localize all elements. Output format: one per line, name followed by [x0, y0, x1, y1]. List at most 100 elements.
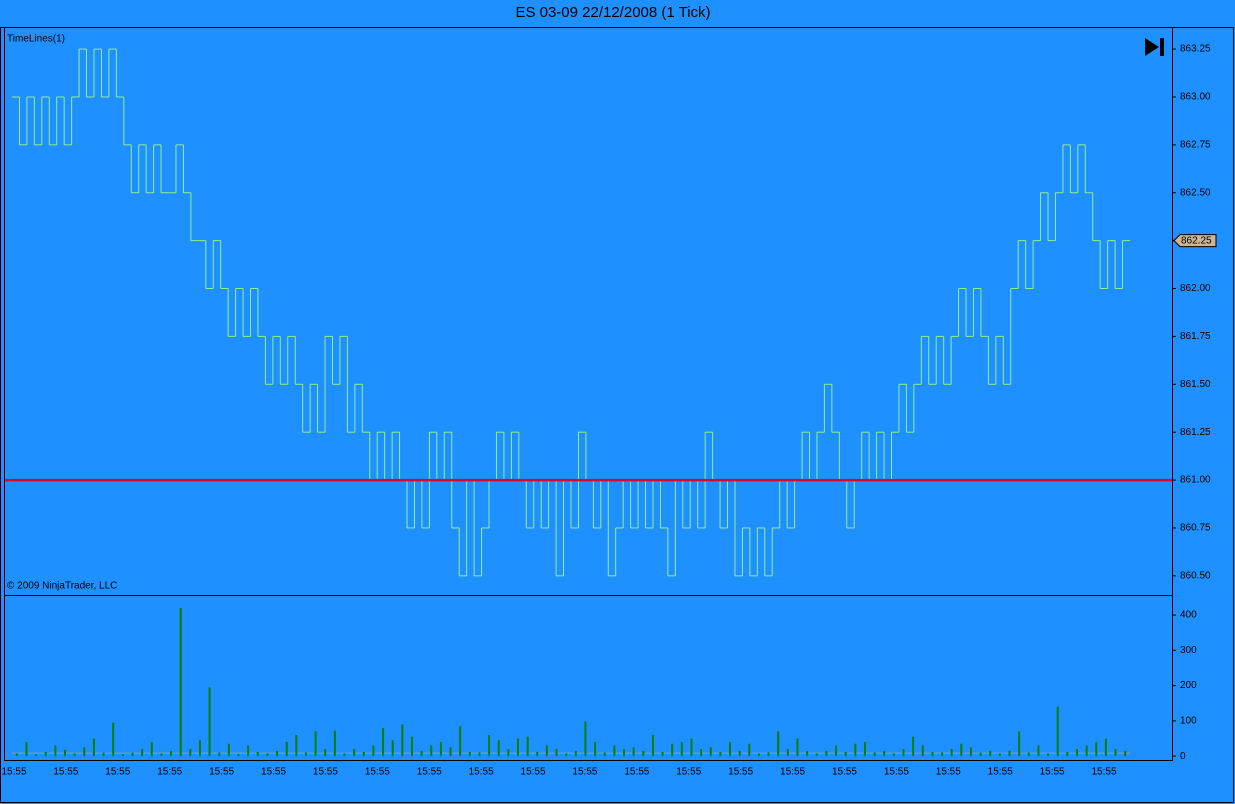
volume-bar	[613, 745, 616, 757]
volume-bar	[1085, 745, 1088, 757]
y-tick-label: 862.50	[1180, 187, 1211, 198]
volume-bar	[468, 751, 471, 757]
volume-bar	[941, 752, 944, 757]
volume-bar	[998, 753, 1001, 757]
volume-bar	[362, 751, 365, 757]
x-tick-label: 15:55	[261, 767, 286, 778]
play-icon[interactable]	[1145, 38, 1159, 56]
volume-bar	[382, 727, 385, 757]
y-tick-label: 861.00	[1180, 475, 1211, 486]
volume-bar	[574, 750, 577, 757]
volume-bar	[449, 747, 452, 757]
volume-bar	[777, 731, 780, 757]
volume-bar	[227, 743, 230, 757]
volume-bar	[671, 743, 674, 757]
y-tick-label: 863.00	[1180, 92, 1211, 103]
chart-title: ES 03-09 22/12/2008 (1 Tick)	[515, 4, 710, 21]
volume-bar	[584, 721, 587, 757]
volume-bar	[536, 751, 539, 757]
volume-bar	[989, 750, 992, 757]
volume-bar	[815, 753, 818, 757]
volume-bar	[921, 745, 924, 757]
last-price-label: 862.25	[1181, 235, 1212, 246]
volume-bar	[121, 754, 124, 757]
volume-bar	[150, 742, 153, 757]
volume-bar	[825, 750, 828, 757]
volume-bar	[979, 752, 982, 757]
last-price-marker	[1173, 234, 1217, 248]
volume-bar	[343, 753, 346, 757]
x-tick-label: 15:55	[105, 767, 130, 778]
x-tick-label: 15:55	[157, 767, 182, 778]
volume-bar	[410, 736, 413, 757]
volume-bar	[285, 742, 288, 757]
volume-bar	[603, 752, 606, 757]
volume-bar	[1056, 706, 1059, 757]
y-tick-label: 861.50	[1180, 379, 1211, 390]
volume-bar	[1037, 745, 1040, 757]
volume-bar	[131, 752, 134, 757]
x-tick-label: 15:55	[988, 767, 1013, 778]
volume-bar	[295, 734, 298, 757]
volume-bar	[844, 751, 847, 757]
volume-bar	[1095, 742, 1098, 757]
volume-bar	[256, 751, 259, 757]
volume-bar	[632, 747, 635, 757]
volume-bar	[64, 749, 67, 757]
volume-bar	[883, 750, 886, 757]
y-tick-label: 100	[1180, 715, 1197, 726]
volume-bar	[439, 742, 442, 757]
x-tick-label: 15:55	[365, 767, 390, 778]
copyright: © 2009 NinjaTrader, LLC	[7, 581, 117, 592]
x-tick-label: 15:55	[1, 767, 26, 778]
volume-bar	[623, 749, 626, 757]
frame	[0, 27, 1234, 803]
volume-bar	[594, 742, 597, 757]
volume-bar	[488, 734, 491, 757]
volume-bar	[391, 740, 394, 757]
y-tick-label: 0	[1180, 751, 1186, 762]
volume-bar	[73, 753, 76, 757]
volume-bar	[1027, 752, 1030, 757]
volume-bar	[931, 751, 934, 757]
x-tick-label: 15:55	[313, 767, 338, 778]
volume-bar	[1066, 751, 1069, 757]
volume-bar	[218, 752, 221, 757]
volume-bar	[767, 752, 770, 757]
volume-bar	[324, 749, 327, 757]
volume-bar	[565, 753, 568, 757]
volume-bar	[969, 747, 972, 757]
volume-bar	[738, 750, 741, 757]
x-tick-label: 15:55	[1040, 767, 1065, 778]
x-tick-label: 15:55	[676, 767, 701, 778]
x-tick-label: 15:55	[936, 767, 961, 778]
volume-bar	[35, 754, 38, 757]
x-tick-label: 15:55	[209, 767, 234, 778]
volume-bar	[160, 753, 163, 757]
volume-bar	[372, 745, 375, 757]
scroll-end-button[interactable]	[1145, 38, 1164, 56]
volume-bar	[1047, 753, 1050, 757]
volume-bar	[835, 745, 838, 757]
price-connector	[18, 49, 1124, 576]
volume-bar	[333, 730, 336, 757]
volume-bar	[960, 743, 963, 757]
volume-bar	[892, 753, 895, 757]
volume-bar	[680, 742, 683, 757]
volume-bar	[102, 752, 105, 757]
y-tick-label: 862.75	[1180, 139, 1211, 150]
y-tick-label: 860.75	[1180, 523, 1211, 534]
volume-bar	[15, 753, 18, 757]
x-tick-label: 15:55	[1091, 767, 1116, 778]
volume-bar	[247, 745, 250, 757]
x-tick-label: 15:55	[572, 767, 597, 778]
volume-bar	[141, 749, 144, 757]
volume-bar	[420, 750, 423, 757]
y-tick-label: 400	[1180, 610, 1197, 621]
end-bar-icon[interactable]	[1160, 38, 1164, 56]
volume-bar	[314, 731, 317, 757]
y-tick-label: 863.25	[1180, 44, 1211, 55]
